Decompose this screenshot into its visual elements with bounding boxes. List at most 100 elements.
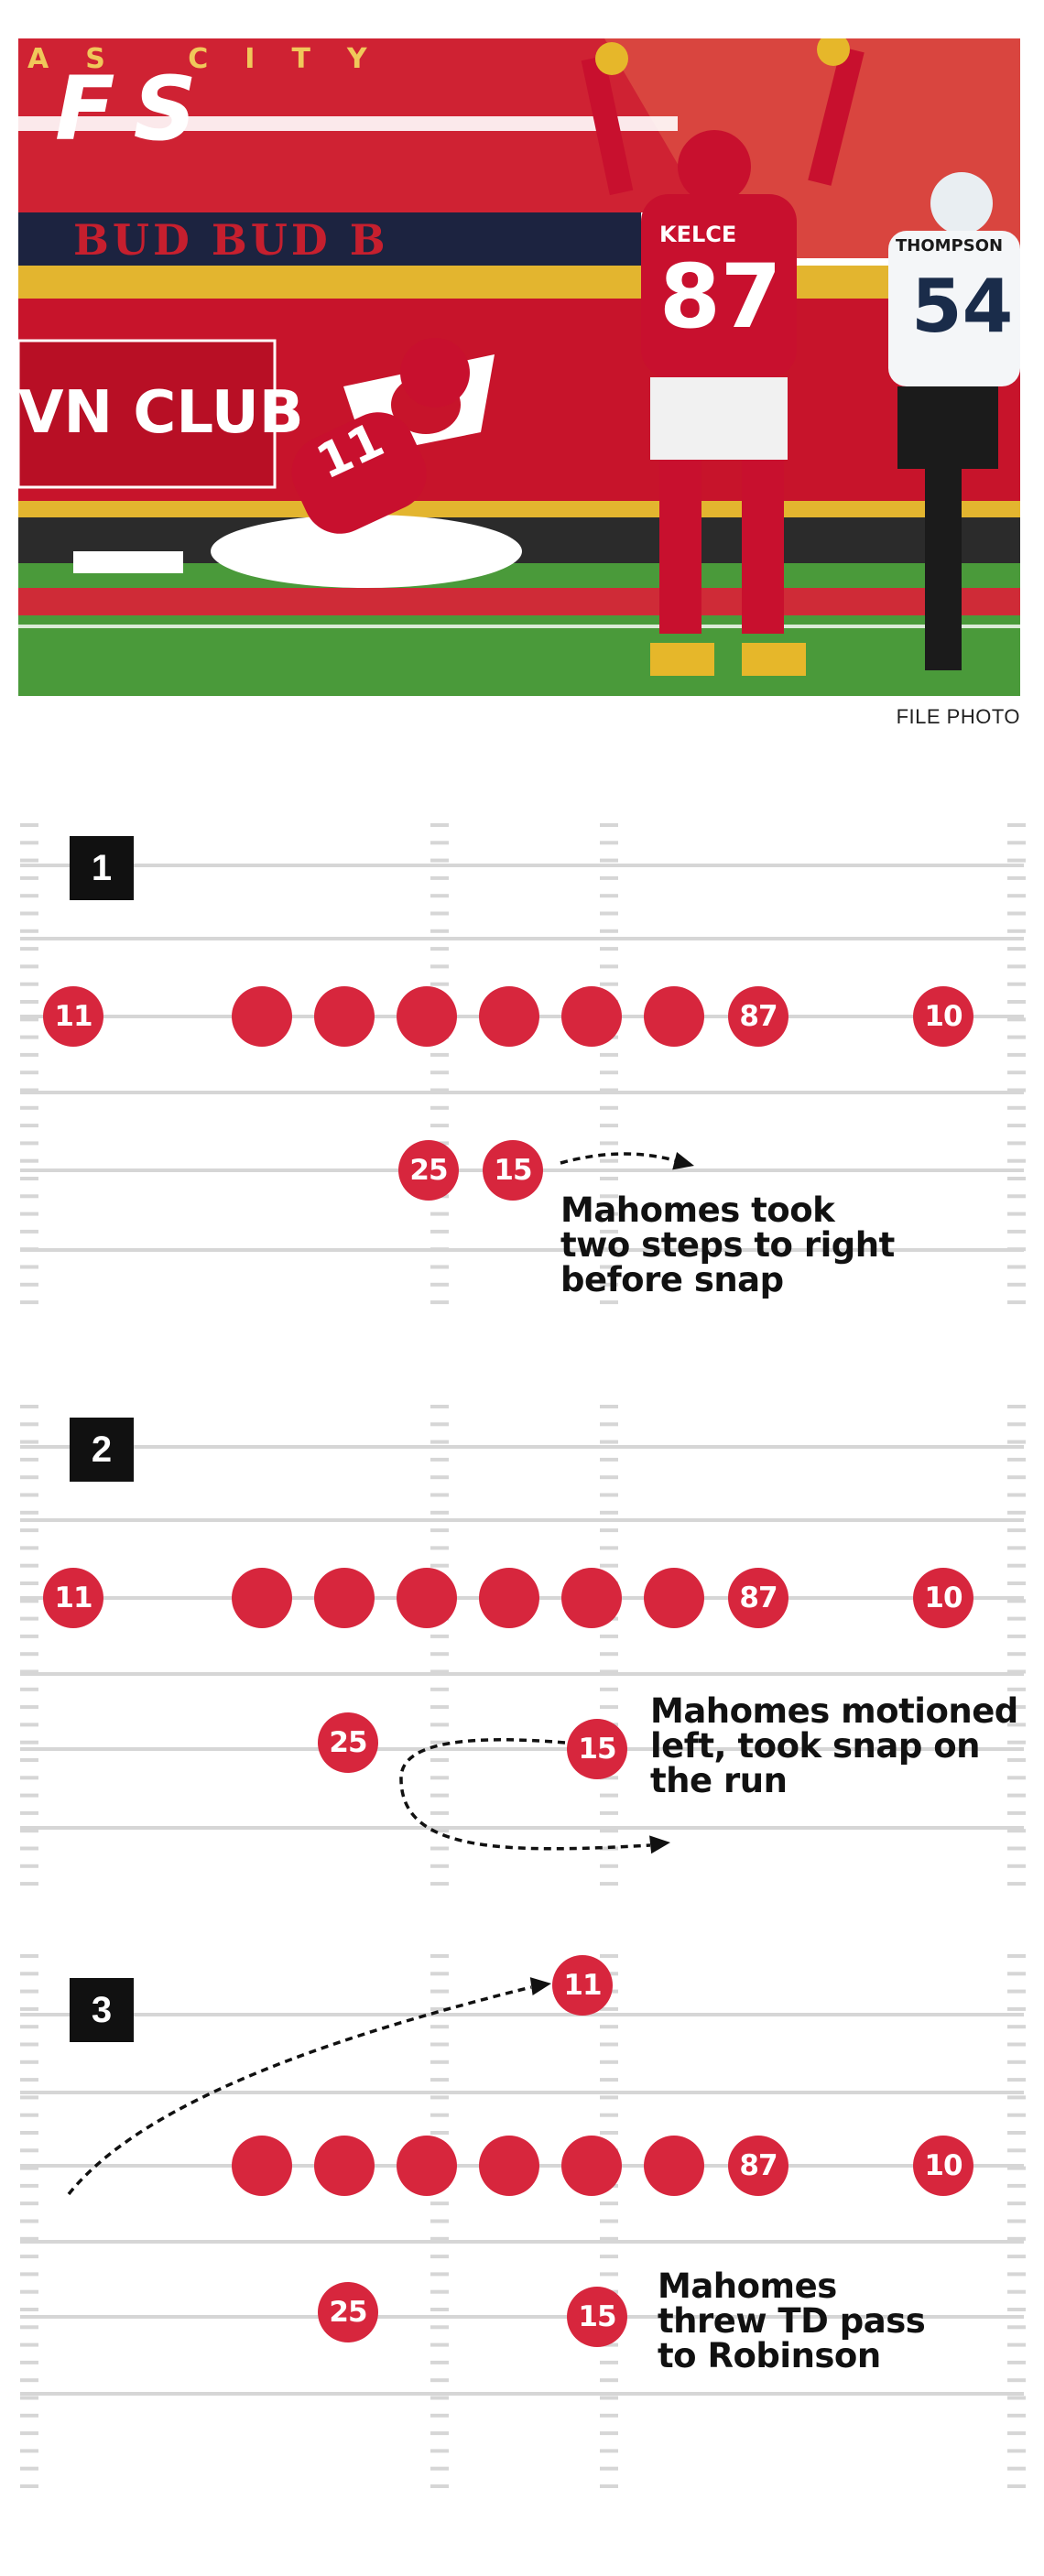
note-line: Mahomes took — [560, 1190, 835, 1230]
hash-mark — [20, 1124, 38, 1128]
hash-mark — [20, 1954, 38, 1958]
hash-mark — [1007, 1052, 1026, 1057]
player-marker-lineman — [232, 1568, 292, 1628]
hash-mark — [20, 1864, 38, 1868]
hash-mark — [430, 2042, 449, 2047]
hash-mark — [1007, 2236, 1026, 2241]
hash-mark — [430, 1776, 449, 1780]
hash-mark — [1007, 1972, 1026, 1976]
hash-mark — [430, 1758, 449, 1762]
hash-mark — [430, 1405, 449, 1408]
hash-mark — [430, 964, 449, 969]
hash-mark — [1007, 1758, 1026, 1762]
hash-mark — [20, 1212, 38, 1216]
hash-mark — [1007, 2113, 1026, 2117]
hash-mark — [20, 2060, 38, 2064]
hash-mark — [20, 1634, 38, 1638]
hash-mark — [20, 2006, 38, 2011]
hash-mark — [1007, 1740, 1026, 1745]
arrow-head — [529, 1977, 551, 1995]
hash-mark — [430, 2006, 449, 2011]
hash-mark — [600, 1212, 618, 1216]
hash-mark — [430, 2413, 449, 2418]
hash-mark — [1007, 964, 1026, 969]
hash-mark — [430, 2272, 449, 2277]
hash-mark — [1007, 2255, 1026, 2259]
hash-mark — [1007, 894, 1026, 898]
ad-strip — [18, 212, 641, 266]
hash-mark — [20, 2325, 38, 2330]
hash-mark — [1007, 1212, 1026, 1216]
player-marker-qb: 15 — [483, 1140, 543, 1201]
hash-mark — [430, 1440, 449, 1444]
hash-mark — [600, 1634, 618, 1638]
hash-mark — [600, 1440, 618, 1444]
hash-mark — [20, 2131, 38, 2135]
hash-mark — [20, 1158, 38, 1163]
hash-mark — [20, 2308, 38, 2311]
hash-mark — [1007, 2378, 1026, 2383]
hash-mark — [430, 2219, 449, 2223]
hash-mark — [430, 2289, 449, 2294]
hash-mark — [20, 2342, 38, 2347]
hash-mark — [600, 1829, 618, 1833]
hash-mark — [600, 1687, 618, 1691]
hash-mark — [430, 1723, 449, 1727]
hash-mark — [1007, 1563, 1026, 1568]
opponent-jersey-name: THOMPSON — [896, 236, 1003, 255]
hash-mark — [600, 1457, 618, 1462]
hash-mark — [20, 1071, 38, 1075]
field-grid — [20, 1954, 1026, 2488]
player-marker-lineman — [232, 986, 292, 1047]
player-marker-rb: 25 — [318, 1712, 378, 1773]
hash-mark — [600, 1882, 618, 1886]
hash-mark — [600, 1810, 618, 1815]
hash-mark — [20, 1846, 38, 1851]
hash-mark — [430, 2484, 449, 2488]
hash-mark — [600, 1864, 618, 1868]
hash-mark — [20, 2113, 38, 2117]
hash-mark — [600, 2095, 618, 2100]
hash-mark — [1007, 1405, 1026, 1408]
player-marker-wr: 11 — [43, 986, 103, 1047]
hash-mark — [430, 2431, 449, 2436]
hash-mark — [430, 2131, 449, 2135]
note-line: before snap — [560, 1260, 784, 1299]
hash-mark — [20, 2449, 38, 2453]
hash-mark — [20, 1105, 38, 1110]
hash-mark — [600, 2466, 618, 2471]
hash-mark — [1007, 1457, 1026, 1462]
hash-mark — [600, 1088, 618, 1092]
hash-mark — [430, 1563, 449, 1568]
hash-mark — [20, 1194, 38, 1199]
kelce-jersey-number: 87 — [659, 245, 782, 348]
hash-mark — [600, 1105, 618, 1110]
hash-mark — [1007, 1546, 1026, 1550]
hash-mark — [1007, 1864, 1026, 1868]
hash-mark — [1007, 2042, 1026, 2047]
player-kelce: KELCE 87 — [581, 38, 865, 676]
chiefs-banner-text: FS — [55, 58, 215, 160]
player-marker-lineman — [314, 1568, 375, 1628]
hash-mark — [1007, 2466, 1026, 2471]
hash-mark — [20, 1493, 38, 1497]
hash-mark — [600, 1705, 618, 1710]
hash-mark — [600, 929, 618, 933]
hash-mark — [20, 2413, 38, 2418]
step-number-badge: 3 — [70, 1978, 134, 2042]
player-marker-te: 87 — [728, 986, 788, 1047]
hash-mark — [20, 1723, 38, 1727]
hash-mark — [20, 1229, 38, 1234]
hash-mark — [1007, 1229, 1026, 1234]
hash-mark — [430, 2396, 449, 2400]
hash-mark — [20, 894, 38, 898]
hash-mark — [430, 911, 449, 916]
hash-mark — [1007, 1017, 1026, 1022]
hash-mark — [430, 1088, 449, 1092]
hash-mark — [1007, 1634, 1026, 1638]
motion-arrow — [560, 1152, 679, 1165]
turf — [18, 563, 1020, 696]
hash-mark — [600, 1282, 618, 1287]
hash-mark — [600, 858, 618, 863]
hash-mark — [1007, 2396, 1026, 2400]
